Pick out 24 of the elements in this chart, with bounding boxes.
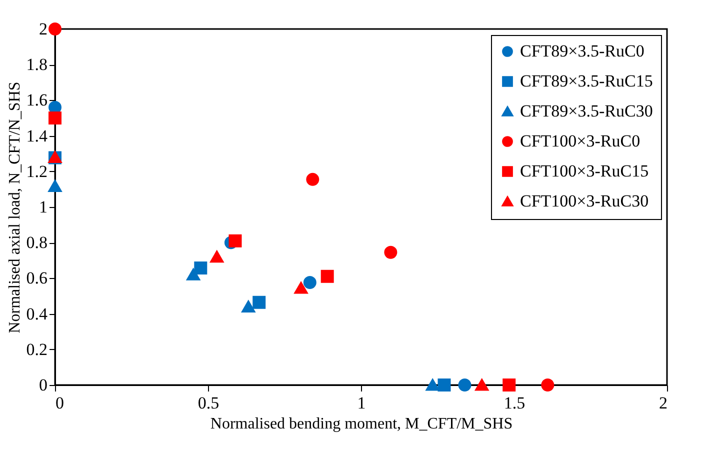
x-tick-label: 0 [56, 394, 64, 412]
y-tick-label: 1.6 [26, 90, 48, 110]
legend-label: CFT89×3.5-RuC15 [520, 72, 653, 90]
x-tick-label: 2 [659, 394, 668, 412]
legend-label: CFT100×3-RuC30 [520, 192, 649, 210]
y-tick-label: 0.6 [26, 268, 48, 288]
y-tick-label: 1 [39, 198, 48, 216]
x-tick-label: 1 [357, 394, 366, 412]
legend-label: CFT89×3.5-RuC30 [520, 102, 653, 120]
x-tick-label: 1.5 [504, 394, 526, 412]
y-tick-label: 0.4 [26, 304, 48, 324]
legend-label: CFT100×3-RuC15 [520, 162, 649, 180]
y-tick-label: 1.2 [26, 162, 48, 181]
y-axis-title: Normalised axial load, N_CFT/N_SHS [6, 82, 24, 334]
y-tick-label: 0 [39, 376, 48, 394]
y-tick-label: 0.8 [26, 233, 48, 252]
y-tick-label: 1.4 [26, 126, 48, 146]
x-axis-title: Normalised bending moment, M_CFT/M_SHS [210, 416, 513, 432]
y-tick-label: 0.2 [26, 340, 48, 359]
legend-label: CFT100×3-RuC0 [520, 132, 640, 150]
legend-label: CFT89×3.5-RuC0 [520, 42, 644, 60]
y-tick-label: 1.8 [26, 55, 48, 74]
x-tick-label: 0.5 [198, 394, 220, 412]
y-tick-label: 2 [39, 20, 48, 38]
